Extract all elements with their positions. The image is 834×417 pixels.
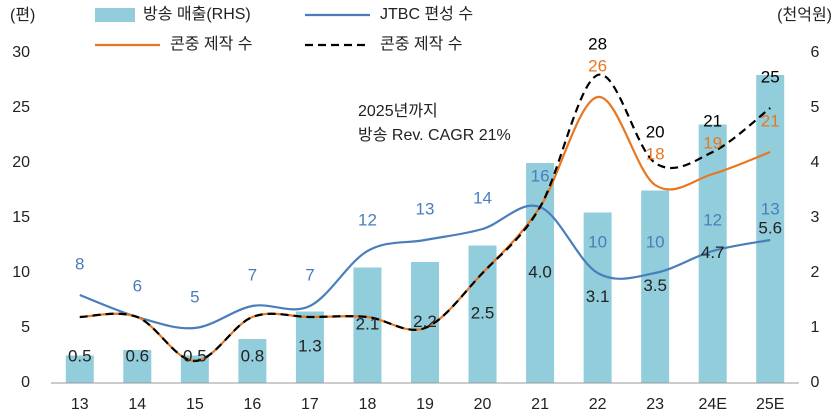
bar	[295, 311, 324, 383]
data-label: 10	[646, 232, 665, 251]
data-label: 3.5	[643, 276, 667, 295]
data-label: 18	[646, 144, 665, 163]
data-label: 21	[761, 111, 780, 130]
bar	[65, 355, 94, 383]
x-tick-label: 19	[416, 396, 434, 413]
bar	[238, 339, 267, 383]
data-label: 12	[703, 210, 722, 229]
x-tick-label: 22	[589, 396, 607, 413]
legend-label: 방송 매출(RHS)	[143, 5, 251, 23]
bar	[583, 212, 612, 383]
x-tick-label: 17	[301, 396, 319, 413]
data-label: 2.1	[356, 315, 380, 334]
x-tick-label: 18	[359, 396, 377, 413]
x-tick-label: 15	[186, 396, 204, 413]
bar	[468, 245, 497, 383]
data-label: 5	[190, 287, 199, 306]
y2-tick-label: 6	[811, 44, 820, 61]
data-label: 28	[588, 34, 607, 53]
x-tick-label: 13	[71, 396, 89, 413]
data-label: 6	[133, 276, 142, 295]
y2-axis-label: (천억원)	[777, 6, 832, 24]
bar	[526, 163, 555, 383]
data-label: 12	[358, 210, 377, 229]
y2-tick-label: 4	[811, 154, 820, 171]
data-label: 2.2	[413, 312, 437, 331]
annotation: 방송 Rev. CAGR 21%	[358, 126, 511, 144]
data-label: 3.1	[586, 287, 610, 306]
legend-label: 콘중 제작 수	[170, 35, 253, 53]
data-label: 16	[531, 166, 550, 185]
data-label: 25	[761, 67, 780, 86]
legend-swatch	[95, 8, 135, 22]
annotation: 2025년까지	[358, 102, 438, 120]
x-tick-label: 25E	[756, 396, 784, 413]
y-tick-label: 25	[12, 99, 30, 116]
y2-tick-label: 1	[811, 319, 820, 336]
data-label: 1.3	[298, 337, 322, 356]
data-label: 20	[646, 122, 665, 141]
data-label: 4.0	[528, 262, 552, 281]
data-label: 2.5	[471, 304, 495, 323]
data-label: 0.6	[125, 346, 149, 365]
y-tick-label: 30	[12, 44, 30, 61]
line	[79, 73, 771, 363]
y-tick-label: 0	[21, 374, 30, 391]
y-tick-label: 15	[12, 209, 30, 226]
line	[79, 204, 771, 330]
y-tick-label: 5	[21, 319, 30, 336]
data-label: 13	[416, 199, 435, 218]
data-label: 7	[248, 265, 257, 284]
y2-tick-label: 2	[811, 264, 820, 281]
data-label: 10	[588, 232, 607, 251]
data-label: 8	[75, 254, 84, 273]
data-label: 13	[761, 199, 780, 218]
y2-tick-label: 0	[811, 374, 820, 391]
bar	[641, 190, 670, 383]
data-label: 0.5	[68, 346, 92, 365]
bar	[123, 350, 152, 383]
data-label: 7	[305, 265, 314, 284]
data-label: 0.5	[183, 346, 207, 365]
data-label: 4.7	[701, 243, 725, 262]
y-tick-label: 10	[12, 264, 30, 281]
data-label: 14	[473, 188, 492, 207]
data-label: 26	[588, 56, 607, 75]
data-label: 5.6	[758, 218, 782, 237]
x-tick-label: 16	[243, 396, 261, 413]
bar	[353, 267, 382, 383]
x-tick-label: 24E	[698, 396, 726, 413]
y-axis-label: (편)	[10, 6, 35, 24]
x-tick-label: 20	[474, 396, 492, 413]
y-tick-label: 20	[12, 154, 30, 171]
x-tick-label: 14	[128, 396, 146, 413]
y2-tick-label: 3	[811, 209, 820, 226]
data-label: 0.8	[241, 346, 265, 365]
y2-tick-label: 5	[811, 99, 820, 116]
bar	[756, 75, 785, 383]
data-label: 21	[703, 111, 722, 130]
legend-label: 콘중 제작 수	[380, 35, 463, 53]
data-label: 19	[703, 133, 722, 152]
x-tick-label: 23	[646, 396, 664, 413]
x-tick-label: 21	[531, 396, 549, 413]
legend-label: JTBC 편성 수	[380, 5, 473, 23]
